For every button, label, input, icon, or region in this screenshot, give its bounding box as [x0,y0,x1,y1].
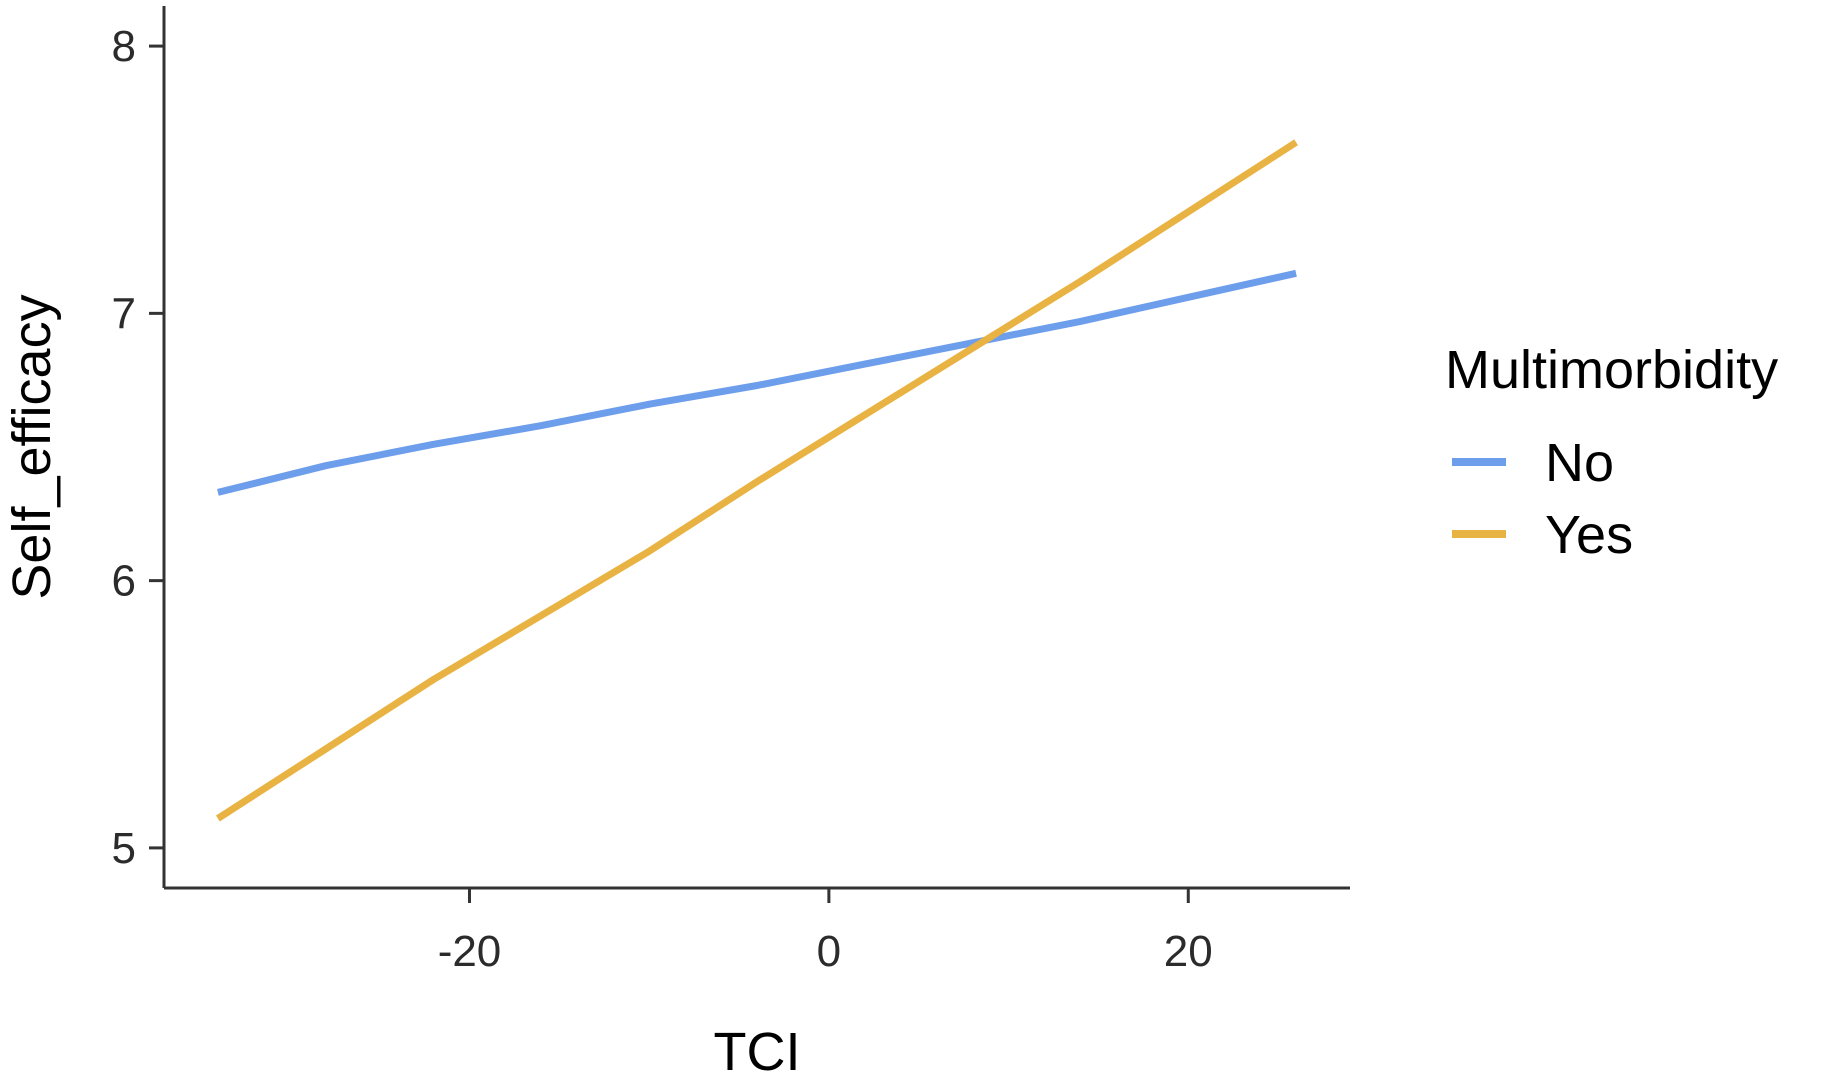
x-tick-label: 20 [1164,927,1213,976]
x-tick-label: -20 [438,927,502,976]
y-tick-label: 6 [112,557,136,606]
legend: Multimorbidity No Yes [1445,340,1778,565]
y-tick-label: 5 [112,824,136,873]
series-line-no [217,269,1297,496]
legend-label-no: No [1545,433,1614,493]
y-axis-title: Self_efficacy [2,294,62,599]
legend-items: No Yes [1452,433,1633,565]
x-tick-label: 0 [817,927,841,976]
legend-label-yes: Yes [1545,505,1633,565]
series-line-yes [216,139,1298,822]
y-tick-label: 8 [112,22,136,71]
x-axis-title: TCI [714,1022,801,1079]
ticks: 5 6 7 8 -20 0 20 [112,22,1213,976]
y-tick-label: 7 [112,289,136,338]
axes [162,6,1350,890]
series [216,139,1298,822]
legend-title: Multimorbidity [1445,340,1778,400]
